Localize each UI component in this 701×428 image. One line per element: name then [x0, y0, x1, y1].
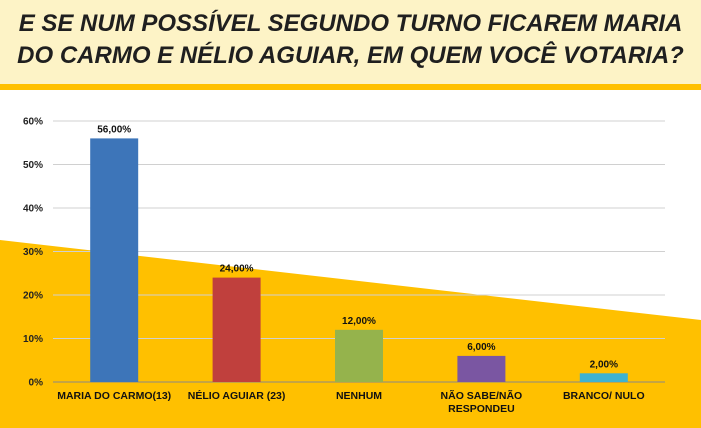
y-tick-label: 20%: [23, 291, 43, 302]
y-tick-label: 60%: [23, 117, 43, 128]
x-tick-label: MARIA DO CARMO(13): [57, 390, 171, 402]
data-label: 56,00%: [97, 124, 131, 135]
x-tick-label: BRANCO/ NULO: [563, 390, 645, 402]
bar: [457, 355, 506, 382]
title-divider: [0, 84, 701, 90]
x-tick-label: NENHUM: [336, 390, 382, 402]
chart-title: E SE NUM POSSÍVEL SEGUNDO TURNO FICAREM …: [17, 10, 684, 69]
data-label: 24,00%: [220, 264, 254, 275]
y-tick-label: 40%: [23, 204, 43, 215]
data-label: 2,00%: [590, 359, 618, 370]
y-tick-label: 10%: [23, 334, 43, 345]
bar: [212, 277, 261, 382]
bar: [335, 329, 383, 382]
data-label: 12,00%: [342, 316, 376, 327]
y-tick-label: 50%: [23, 160, 43, 171]
bar-chart: 0% 10% 20% 30% 40% 50% 60% 56,00% MARIA DO CARMO…: [23, 117, 665, 415]
y-tick-label: 30%: [23, 247, 43, 258]
title-banner: E SE NUM POSSÍVEL SEGUNDO TURNO FICAREM …: [0, 0, 701, 84]
chart-area: 0% 10% 20% 30% 40% 50% 60% 56,00% MARIA DO CARMO…: [0, 90, 701, 428]
bar: [90, 138, 139, 382]
x-tick-label: NÉLIO AGUIAR (23): [188, 389, 286, 402]
y-tick-label: 0%: [29, 378, 44, 389]
x-tick-label: NÃO SABE/NÃO RESPONDEU: [441, 389, 523, 415]
bar: [579, 373, 628, 382]
data-label: 6,00%: [467, 342, 495, 353]
